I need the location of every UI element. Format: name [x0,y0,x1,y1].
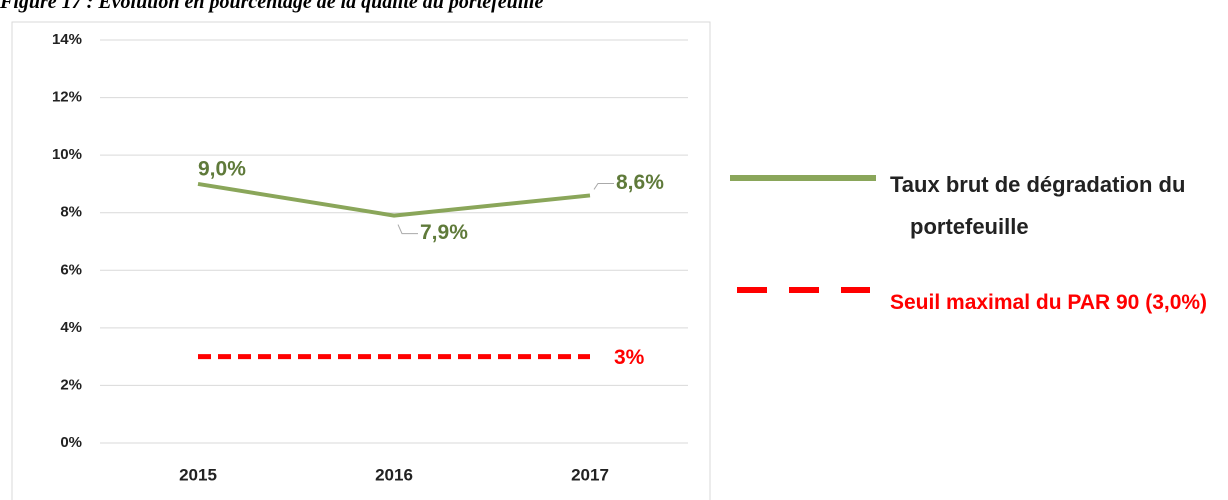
y-tick-label: 12% [52,89,82,106]
x-tick-label: 2017 [571,465,609,484]
y-tick-label: 2% [60,376,82,393]
data-label: 3% [614,346,645,369]
y-tick-label: 10% [52,146,82,163]
chart-frame [11,21,711,500]
x-tick-label: 2016 [375,465,413,484]
leader-line [397,224,418,235]
y-tick-label: 4% [60,319,82,336]
y-tick-label: 8% [60,204,82,221]
legend-label: Seuil maximal du PAR 90 (3,0%) [890,291,1208,314]
legend-label: Taux brut de dégradation du portefeuille [890,172,1186,239]
y-tick-label: 14% [52,31,82,48]
series-line [197,181,591,218]
y-tick-label: 6% [60,261,82,278]
y-tick-label: 0% [60,434,82,451]
x-tick-label: 2015 [179,465,217,484]
chart-title: Figure 17 : Evolution en pourcentage de … [0,0,544,13]
data-label: 8,6% [616,171,664,194]
leader-line [593,182,614,190]
data-label: 7,9% [420,221,468,244]
data-label: 9,0% [198,157,246,180]
